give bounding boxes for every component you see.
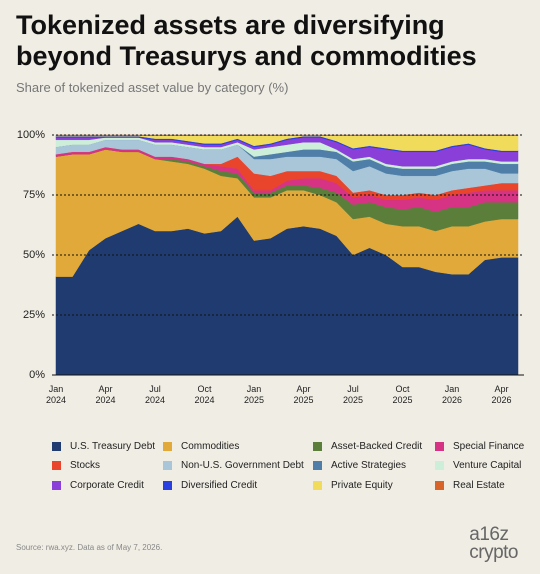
legend-swatch: [313, 442, 322, 451]
logo-bottom: crypto: [469, 542, 518, 563]
area: [55, 134, 519, 136]
legend-swatch: [435, 461, 444, 470]
source-note: Source: rwa.xyz. Data as of May 7, 2026.: [16, 543, 163, 552]
legend-swatch: [52, 461, 61, 470]
x-tick-label: Jan 2025: [243, 384, 265, 405]
legend-swatch: [163, 442, 172, 451]
x-tick-label: Jan 2026: [441, 384, 463, 405]
legend-swatch: [163, 481, 172, 490]
legend-item: Venture Capital: [435, 460, 521, 471]
legend-swatch: [313, 461, 322, 470]
x-tick-label: Oct 2024: [194, 384, 215, 405]
legend-item: U.S. Treasury Debt: [52, 441, 155, 452]
legend-swatch: [435, 442, 444, 451]
legend-swatch: [52, 481, 61, 490]
legend-swatch: [52, 442, 61, 451]
legend-label: Real Estate: [453, 480, 505, 491]
legend-item: Stocks: [52, 460, 100, 471]
legend-label: Active Strategies: [331, 460, 407, 471]
y-tick-label: 50%: [23, 249, 45, 261]
y-tick-label: 75%: [23, 189, 45, 201]
x-tick-label: Jan 2024: [45, 384, 67, 405]
legend-label: U.S. Treasury Debt: [70, 441, 156, 452]
legend-label: Commodities: [181, 441, 240, 452]
legend-item: Diversified Credit: [163, 480, 257, 491]
legend-swatch: [313, 481, 322, 490]
legend-item: Private Equity: [313, 480, 393, 491]
x-tick-label: Apr 2026: [491, 384, 512, 405]
legend-item: Asset-Backed Credit: [313, 441, 422, 452]
y-tick-label: 25%: [23, 309, 45, 321]
legend-item: Active Strategies: [313, 460, 406, 471]
legend-label: Diversified Credit: [181, 480, 258, 491]
legend-item: Corporate Credit: [52, 480, 144, 491]
x-tick-label: Apr 2025: [293, 384, 314, 405]
x-tick-label: Jul 2025: [342, 384, 364, 405]
legend-label: Asset-Backed Credit: [331, 441, 423, 452]
y-tick-label: 100%: [17, 129, 45, 141]
legend-label: Stocks: [70, 460, 101, 471]
legend-label: Venture Capital: [453, 460, 522, 471]
legend-item: Non-U.S. Government Debt: [163, 460, 304, 471]
y-tick-label: 0%: [29, 369, 45, 381]
legend-label: Non-U.S. Government Debt: [181, 460, 304, 471]
legend-swatch: [163, 461, 172, 470]
x-tick-label: Jul 2024: [144, 384, 166, 405]
logo-top: a16z: [469, 524, 509, 545]
legend-label: Private Equity: [331, 480, 393, 491]
legend-item: Special Finance: [435, 441, 524, 452]
legend-label: Corporate Credit: [70, 480, 144, 491]
legend-swatch: [435, 481, 444, 490]
legend-label: Special Finance: [453, 441, 525, 452]
legend-item: Real Estate: [435, 480, 505, 491]
x-tick-label: Apr 2024: [95, 384, 116, 405]
logo: a16z crypto: [469, 524, 518, 563]
chart-title: Tokenized assets are diversifying beyond…: [16, 10, 477, 71]
legend-item: Commodities: [163, 441, 239, 452]
x-tick-label: Oct 2025: [392, 384, 413, 405]
chart-subtitle: Share of tokenized asset value by catego…: [16, 80, 289, 95]
